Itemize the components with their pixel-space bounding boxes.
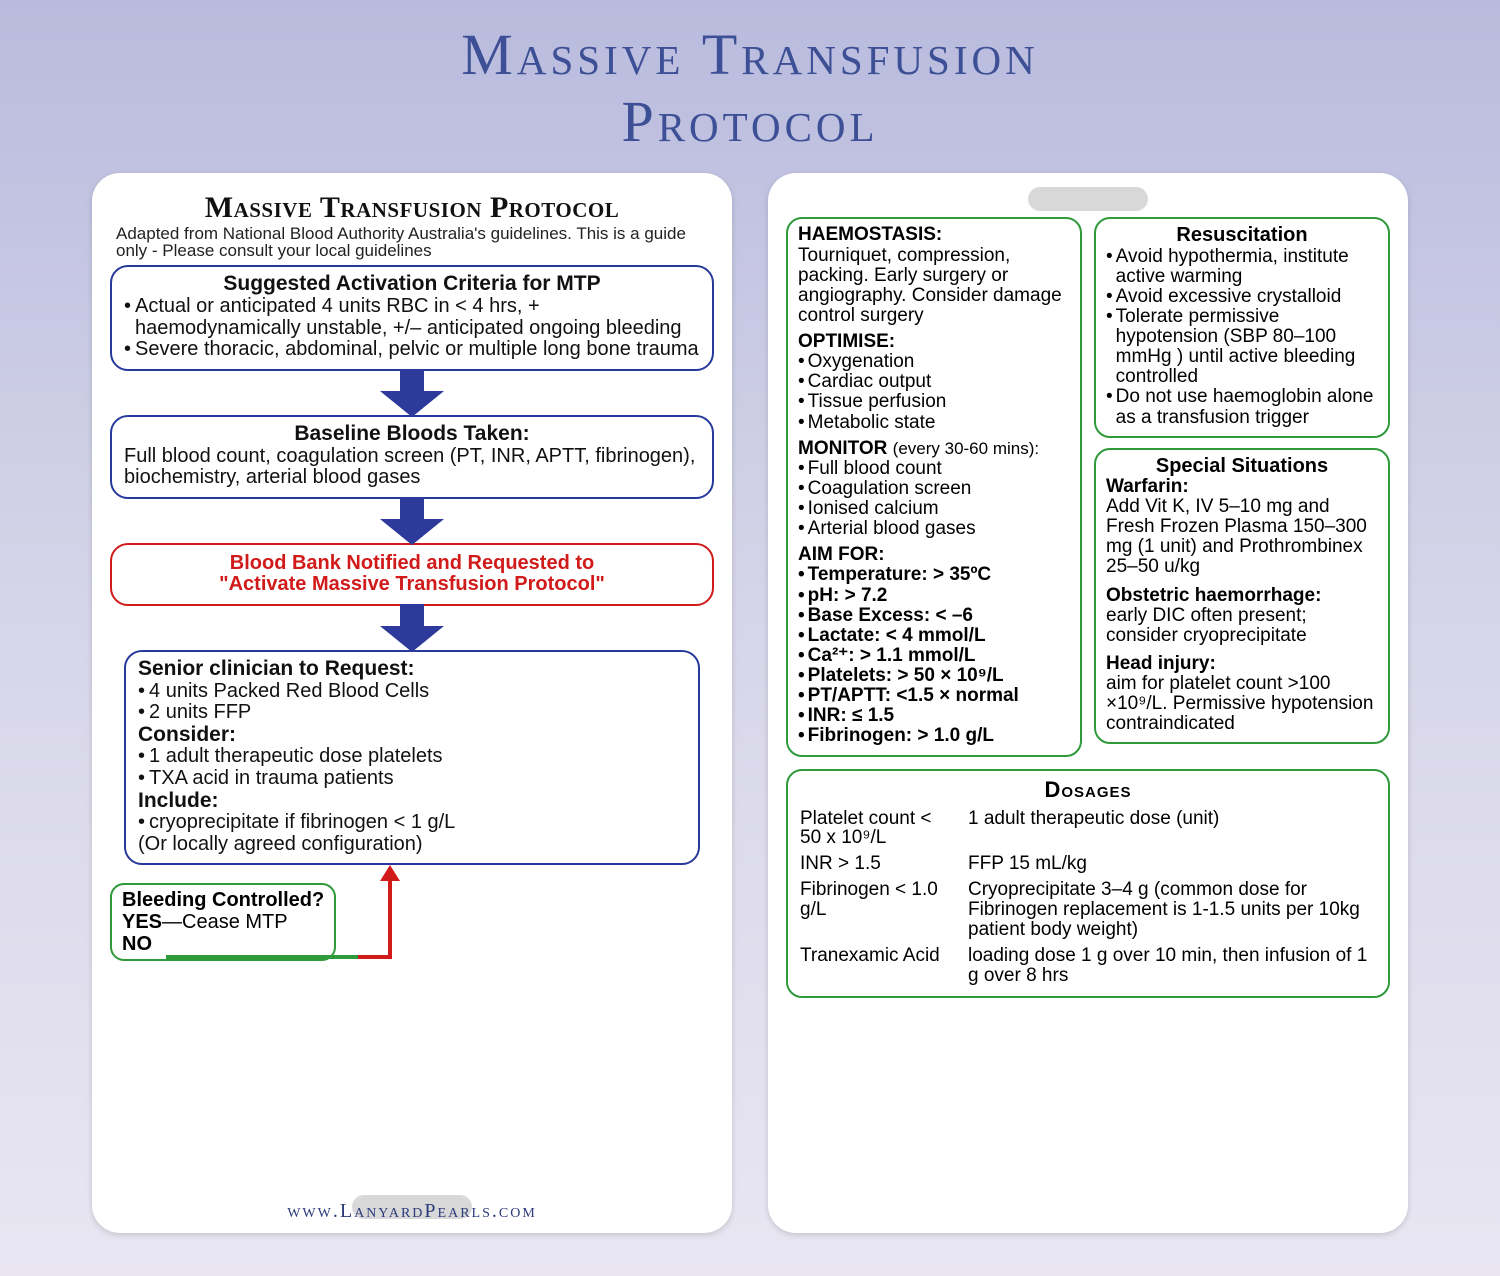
box4-cons-0: •1 adult therapeutic dose platelets [138,746,686,768]
box3-line1: Blood Bank Notified and Requested to [124,553,700,575]
box4-cons-1: •TXA acid in trauma patients [138,768,686,790]
aimfor-3: •Lactate: < 4 mmol/L [798,626,1070,646]
aimfor-7: •INR: ≤ 1.5 [798,706,1070,726]
box1-bullet-0: •Actual or anticipated 4 units RBC in < … [124,296,700,339]
dosages-row-2: Fibrinogen < 1.0 g/L Cryoprecipitate 3–4… [800,880,1376,940]
arrow-3 [110,604,714,652]
monitor-1: •Coagulation screen [798,479,1070,499]
aimfor-1: •pH: > 7.2 [798,586,1070,606]
warfarin-text: Add Vit K, IV 5–10 mg and Fresh Frozen P… [1106,497,1378,578]
down-arrow-icon [372,369,452,417]
arrow-2 [110,497,714,545]
resus-1: •Avoid excessive crystalloid [1106,287,1378,307]
right-col-right: Resuscitation •Avoid hypothermia, instit… [1094,217,1390,756]
resus-title: Resuscitation [1106,225,1378,246]
right-col-left: HAEMOSTASIS: Tourniquet, compression, pa… [786,217,1082,756]
monitor-heading: MONITOR (every 30-60 mins): [798,439,1070,459]
dosages-title: Dosages [800,777,1376,803]
dosages-row-0: Platelet count < 50 x 10⁹/L 1 adult ther… [800,809,1376,849]
haemostasis-title: HAEMOSTASIS: [798,225,1070,245]
loop-arrow-icon [110,865,490,965]
aimfor-2: •Base Excess: < –6 [798,606,1070,626]
box-baseline-bloods: Baseline Bloods Taken: Full blood count,… [110,415,714,499]
box-senior-clinician: Senior clinician to Request: •4 units Pa… [124,650,700,866]
box-dosages: Dosages Platelet count < 50 x 10⁹/L 1 ad… [786,769,1390,999]
aimfor-6: •PT/APTT: <1.5 × normal [798,686,1070,706]
box1-bullet-1: •Severe thoracic, abdominal, pelvic or m… [124,339,700,361]
down-arrow-icon [372,497,452,545]
card-container: Massive Transfusion Protocol Adapted fro… [0,165,1500,1233]
monitor-0: •Full blood count [798,459,1070,479]
aimfor-0: •Temperature: > 35ºC [798,565,1070,585]
optimise-0: •Oxygenation [798,352,1070,372]
dosages-row-3: Tranexamic Acid loading dose 1 g over 10… [800,946,1376,986]
card-right: HAEMOSTASIS: Tourniquet, compression, pa… [768,173,1408,1233]
head-label: Head injury: [1106,653,1216,674]
box-activation-criteria: Suggested Activation Criteria for MTP •A… [110,265,714,370]
head-text: aim for platelet count >100 ×10⁹/L. Perm… [1106,674,1378,734]
box2-heading: Baseline Bloods Taken: [124,423,700,446]
left-card-title: Massive Transfusion Protocol [110,191,714,225]
title-line1: Massive Transfusion [461,22,1038,87]
aimfor-5: •Platelets: > 50 × 10⁹/L [798,666,1070,686]
left-subtitle: Adapted from National Blood Authority Au… [116,225,708,259]
right-top-row: HAEMOSTASIS: Tourniquet, compression, pa… [786,217,1390,756]
box-resuscitation: Resuscitation •Avoid hypothermia, instit… [1094,217,1390,437]
resus-2: •Tolerate permissive hypotension (SBP 80… [1106,307,1378,388]
optimise-2: •Tissue perfusion [798,392,1070,412]
optimise-1: •Cardiac output [798,372,1070,392]
card-left: Massive Transfusion Protocol Adapted fro… [92,173,732,1233]
box4-heading: Senior clinician to Request: [138,658,686,681]
card-punch-hole [1028,187,1148,211]
box4-consider-label: Consider: [138,724,686,747]
footer-url: www.LanyardPearls.com [92,1200,732,1223]
obstetric-label: Obstetric haemorrhage: [1106,585,1321,606]
warfarin-label: Warfarin: [1106,476,1189,497]
haemostasis-text: Tourniquet, compression, packing. Early … [798,246,1070,327]
box4-req-1: •2 units FFP [138,702,686,724]
arrow-1 [110,369,714,417]
box4-req-0: •4 units Packed Red Blood Cells [138,681,686,703]
aimfor-8: •Fibrinogen: > 1.0 g/L [798,726,1070,746]
special-title: Special Situations [1106,456,1378,477]
box2-text: Full blood count, coagulation screen (PT… [124,446,700,489]
aimfor-title: AIM FOR: [798,545,1070,565]
aimfor-4: •Ca²⁺: > 1.1 mmol/L [798,646,1070,666]
down-arrow-icon [372,604,452,652]
monitor-2: •Ionised calcium [798,499,1070,519]
dosages-row-1: INR > 1.5 FFP 15 mL/kg [800,854,1376,874]
resus-3: •Do not use haemoglobin alone as a trans… [1106,387,1378,427]
box3-line2: "Activate Massive Transfusion Protocol" [124,574,700,596]
optimise-title: OPTIMISE: [798,332,1070,352]
box4-include-label: Include: [138,790,686,813]
box4-inc-0: •cryoprecipitate if fibrinogen < 1 g/L [138,812,686,834]
box1-heading: Suggested Activation Criteria for MTP [124,273,700,296]
box4-note: (Or locally agreed configuration) [138,834,686,856]
box-haemostasis-optimise-monitor-aimfor: HAEMOSTASIS: Tourniquet, compression, pa… [786,217,1082,756]
monitor-3: •Arterial blood gases [798,519,1070,539]
obstetric-text: early DIC often present; consider cryopr… [1106,606,1378,646]
page-title: Massive Transfusion Protocol [0,0,1500,165]
title-line2: Protocol [621,89,878,154]
optimise-3: •Metabolic state [798,413,1070,433]
box-special-situations: Special Situations Warfarin: Add Vit K, … [1094,448,1390,745]
box-blood-bank: Blood Bank Notified and Requested to "Ac… [110,543,714,606]
resus-0: •Avoid hypothermia, institute active war… [1106,247,1378,287]
